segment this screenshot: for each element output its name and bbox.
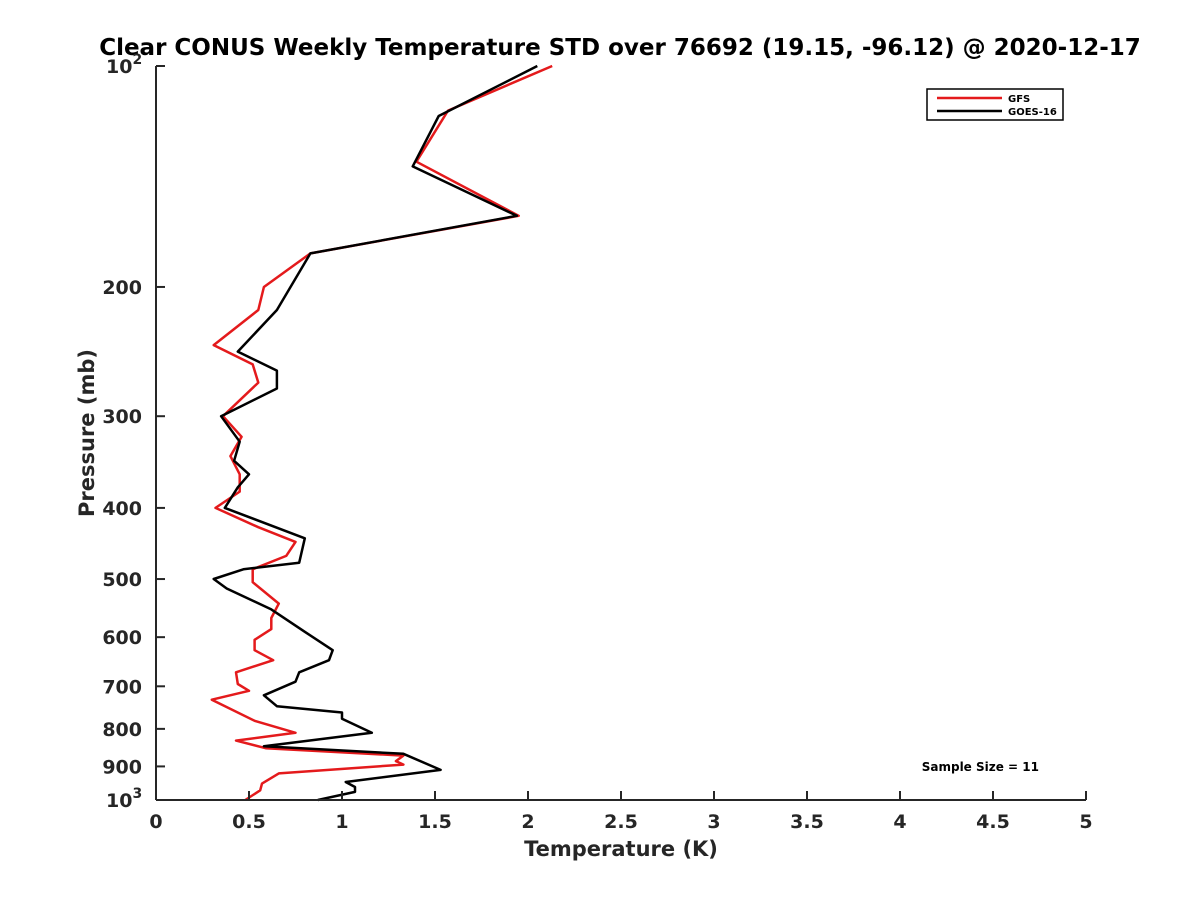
- x-tick-label: 5: [1079, 811, 1092, 833]
- y-tick-label: 400: [102, 498, 142, 520]
- x-tick-label: 1.5: [418, 811, 452, 833]
- x-tick-label: 2.5: [604, 811, 638, 833]
- legend-label-goes16: GOES-16: [1008, 107, 1057, 118]
- x-tick-label: 0.5: [232, 811, 266, 833]
- y-tick-label: 103: [106, 786, 142, 812]
- sample-size-annotation: Sample Size = 11: [922, 760, 1039, 774]
- series-layer: [210, 64, 553, 802]
- x-tick-label: 3.5: [790, 811, 824, 833]
- x-tick-label: 2: [521, 811, 534, 833]
- y-tick-label: 200: [102, 277, 142, 299]
- x-tick-label: 1: [335, 811, 348, 833]
- y-tick-label: 700: [102, 676, 142, 698]
- x-tick-label: 3: [707, 811, 720, 833]
- y-tick-label: 900: [102, 756, 142, 778]
- y-tick-label: 600: [102, 627, 142, 649]
- series-line-goes-16: [212, 64, 538, 802]
- x-tick-label: 0: [149, 811, 162, 833]
- y-axis-label: Pressure (mb): [75, 349, 99, 517]
- y-tick-label: 300: [102, 406, 142, 428]
- series-line-gfs: [210, 64, 553, 802]
- x-tick-label: 4: [893, 811, 906, 833]
- legend: GFS GOES-16: [926, 88, 1064, 121]
- legend-label-gfs: GFS: [1008, 94, 1030, 105]
- chart-title: Clear CONUS Weekly Temperature STD over …: [99, 35, 1141, 61]
- x-axis-label: Temperature (K): [524, 837, 718, 861]
- y-tick-label: 102: [106, 52, 142, 78]
- y-tick-label: 800: [102, 719, 142, 741]
- legend-box: [926, 88, 1064, 121]
- x-tick-label: 4.5: [976, 811, 1010, 833]
- ticks-layer: 0 0.5 1 1.5 2 2.5 3 3.5 4 4.5 5 102 200 300 400 500 600 7…: [102, 52, 1092, 833]
- y-tick-label: 500: [102, 569, 142, 591]
